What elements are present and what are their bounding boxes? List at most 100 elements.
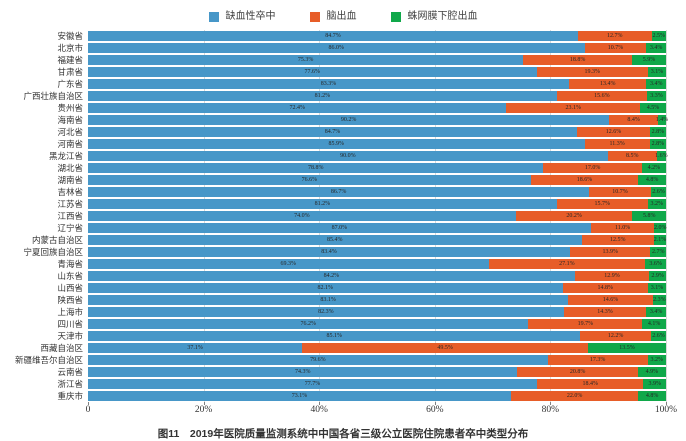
bar-segment-蛛网膜下腔出血: 2.1% xyxy=(654,234,666,246)
province-label: 新疆维吾尔自治区 xyxy=(14,354,83,365)
bar-segment-缺血性卒中: 83.1% xyxy=(88,294,569,306)
bar-row: 福建省 75.3% 18.8% 5.9% xyxy=(0,54,686,66)
bar-segment-脑出血: 10.7% xyxy=(589,186,651,198)
gridline xyxy=(666,30,667,402)
axis-tick-mark xyxy=(434,402,436,405)
bar-stack: 81.2% 15.7% 3.2% xyxy=(88,198,666,210)
bar-stack: 90.2% 8.4% 1.4% xyxy=(88,114,668,126)
bar-row: 广西壮族自治区 81.2% 15.6% 3.3% xyxy=(0,90,686,102)
bar-segment-脑出血: 18.4% xyxy=(537,378,644,390)
bar-segment-缺血性卒中: 90.2% xyxy=(88,114,610,126)
axis-tick-label: 100% xyxy=(654,405,678,415)
bar-row: 贵州省 72.4% 23.1% 4.5% xyxy=(0,102,686,114)
bar-row: 山西省 82.1% 14.8% 3.1% xyxy=(0,282,686,294)
bar-segment-缺血性卒中: 75.3% xyxy=(88,54,524,66)
bar-segment-缺血性卒中: 85.1% xyxy=(88,330,581,342)
bar-stack: 84.7% 12.7% 2.5% xyxy=(88,30,667,42)
province-label: 广东省 xyxy=(57,78,83,89)
bar-segment-脑出血: 18.6% xyxy=(530,174,639,186)
bar-stack: 74.3% 20.8% 4.9% xyxy=(88,366,666,378)
bar-segment-蛛网膜下腔出血: 2.3% xyxy=(652,294,666,306)
axis-tick-label: 80% xyxy=(541,405,560,415)
bar-segment-缺血性卒中: 83.4% xyxy=(88,246,571,258)
bar-segment-脑出血: 13.9% xyxy=(570,246,651,258)
bar-stack: 73.1% 22.0% 4.8% xyxy=(88,390,666,402)
bar-segment-脑出血: 14.8% xyxy=(562,282,649,294)
bar-stack: 85.1% 12.2% 2.6% xyxy=(88,330,667,342)
bar-segment-蛛网膜下腔出血: 4.8% xyxy=(638,390,666,402)
bar-segment-脑出血: 20.2% xyxy=(515,210,633,222)
bar-segment-脑出血: 15.7% xyxy=(556,198,648,210)
bar-segment-脑出血: 19.3% xyxy=(536,66,649,78)
province-label: 甘肃省 xyxy=(57,66,83,77)
stacked-bar-chart: 安徽省 84.7% 12.7% 2.5% 北京市 86.0% 10.7% 3.4% 福建省 75.… xyxy=(0,30,686,418)
bar-stack: 86.0% 10.7% 3.4% xyxy=(88,42,666,54)
bar-segment-蛛网膜下腔出血: 2.5% xyxy=(651,30,667,42)
bar-row: 辽宁省 87.0% 11.0% 2.0% xyxy=(0,222,686,234)
bar-row: 青海省 69.3% 27.1% 3.6% xyxy=(0,258,686,270)
province-label: 贵州省 xyxy=(57,102,83,113)
bar-stack: 72.4% 23.1% 4.5% xyxy=(88,102,666,114)
bar-stack: 85.4% 12.5% 2.1% xyxy=(88,234,666,246)
axis-tick-mark xyxy=(88,402,89,405)
province-label: 山西省 xyxy=(57,282,83,293)
bar-segment-脑出血: 22.0% xyxy=(510,390,639,402)
axis-tick-mark xyxy=(203,402,205,405)
bar-segment-脑出血: 12.5% xyxy=(581,234,654,246)
bar-segment-缺血性卒中: 81.2% xyxy=(88,198,557,210)
bar-segment-蛛网膜下腔出血: 4.1% xyxy=(642,318,666,330)
bar-segment-缺血性卒中: 82.1% xyxy=(88,282,563,294)
bar-segment-缺血性卒中: 87.0% xyxy=(88,222,591,234)
bar-segment-脑出血: 8.5% xyxy=(607,150,657,162)
bar-segment-缺血性卒中: 76.6% xyxy=(88,174,531,186)
bar-row: 吉林省 86.7% 10.7% 2.6% xyxy=(0,186,686,198)
bar-segment-蛛网膜下腔出血: 3.4% xyxy=(646,306,666,318)
bar-stack: 75.3% 18.8% 5.9% xyxy=(88,54,666,66)
bar-row: 天津市 85.1% 12.2% 2.6% xyxy=(0,330,686,342)
bar-segment-脑出血: 12.9% xyxy=(574,270,650,282)
bar-segment-缺血性卒中: 85.9% xyxy=(88,138,585,150)
bar-segment-蛛网膜下腔出血: 2.8% xyxy=(649,126,666,138)
province-label: 河南省 xyxy=(57,138,83,149)
legend-swatch-subarachnoid-hemorrhage-icon xyxy=(390,12,401,22)
province-label: 四川省 xyxy=(57,318,83,329)
bar-row: 安徽省 84.7% 12.7% 2.5% xyxy=(0,30,686,42)
bar-segment-蛛网膜下腔出血: 3.1% xyxy=(648,282,666,294)
bar-row: 湖南省 76.6% 18.6% 4.8% xyxy=(0,174,686,186)
bar-row: 内蒙古自治区 85.4% 12.5% 2.1% xyxy=(0,234,686,246)
figure-caption: 图11 2019年医院质量监测系统中中国各省三级公立医院住院患者卒中类型分布 xyxy=(157,428,529,440)
province-label: 宁夏回族自治区 xyxy=(23,246,83,257)
legend-item-ischemic-stroke: 缺血性卒中 xyxy=(208,12,276,22)
bar-segment-蛛网膜下腔出血: 3.6% xyxy=(645,258,666,270)
province-label: 重庆市 xyxy=(57,390,83,401)
bar-segment-缺血性卒中: 84.2% xyxy=(88,270,575,282)
bar-row: 新疆维吾尔自治区 79.6% 17.3% 3.2% xyxy=(0,354,686,366)
bar-row: 西藏自治区 37.1% 49.5% 13.5% xyxy=(0,342,686,354)
bar-row: 江苏省 81.2% 15.7% 3.2% xyxy=(0,198,686,210)
legend-label-subarachnoid-hemorrhage: 蛛网膜下腔出血 xyxy=(407,11,478,22)
bar-segment-脑出血: 12.7% xyxy=(578,30,652,42)
bar-segment-缺血性卒中: 86.7% xyxy=(88,186,590,198)
province-label: 湖北省 xyxy=(57,162,83,173)
bar-row: 云南省 74.3% 20.8% 4.9% xyxy=(0,366,686,378)
bar-segment-缺血性卒中: 73.1% xyxy=(88,390,511,402)
bar-segment-蛛网膜下腔出血: 3.9% xyxy=(643,378,667,390)
bar-segment-蛛网膜下腔出血: 1.6% xyxy=(655,150,668,162)
bar-segment-蛛网膜下腔出血: 2.6% xyxy=(650,330,667,342)
bar-stack: 79.6% 17.3% 3.2% xyxy=(88,354,666,366)
bar-stack: 76.6% 18.6% 4.8% xyxy=(88,174,667,186)
bar-row: 四川省 76.2% 19.7% 4.1% xyxy=(0,318,686,330)
bar-row: 海南省 90.2% 8.4% 1.4% xyxy=(0,114,686,126)
bar-segment-蛛网膜下腔出血: 3.2% xyxy=(647,198,666,210)
bar-segment-脑出血: 18.8% xyxy=(523,54,632,66)
bar-stack: 74.0% 20.2% 5.8% xyxy=(88,210,666,222)
bar-segment-蛛网膜下腔出血: 5.8% xyxy=(632,210,666,222)
province-label: 广西壮族自治区 xyxy=(23,90,83,101)
bar-stack: 78.8% 17.0% 4.2% xyxy=(88,162,667,174)
bar-stack: 90.0% 8.5% 1.6% xyxy=(88,150,668,162)
bar-segment-蛛网膜下腔出血: 2.9% xyxy=(649,270,666,282)
bar-segment-脑出血: 13.4% xyxy=(569,78,647,90)
bar-segment-缺血性卒中: 77.6% xyxy=(88,66,537,78)
bar-segment-缺血性卒中: 84.7% xyxy=(88,30,579,42)
bar-segment-脑出血: 20.8% xyxy=(517,366,638,378)
